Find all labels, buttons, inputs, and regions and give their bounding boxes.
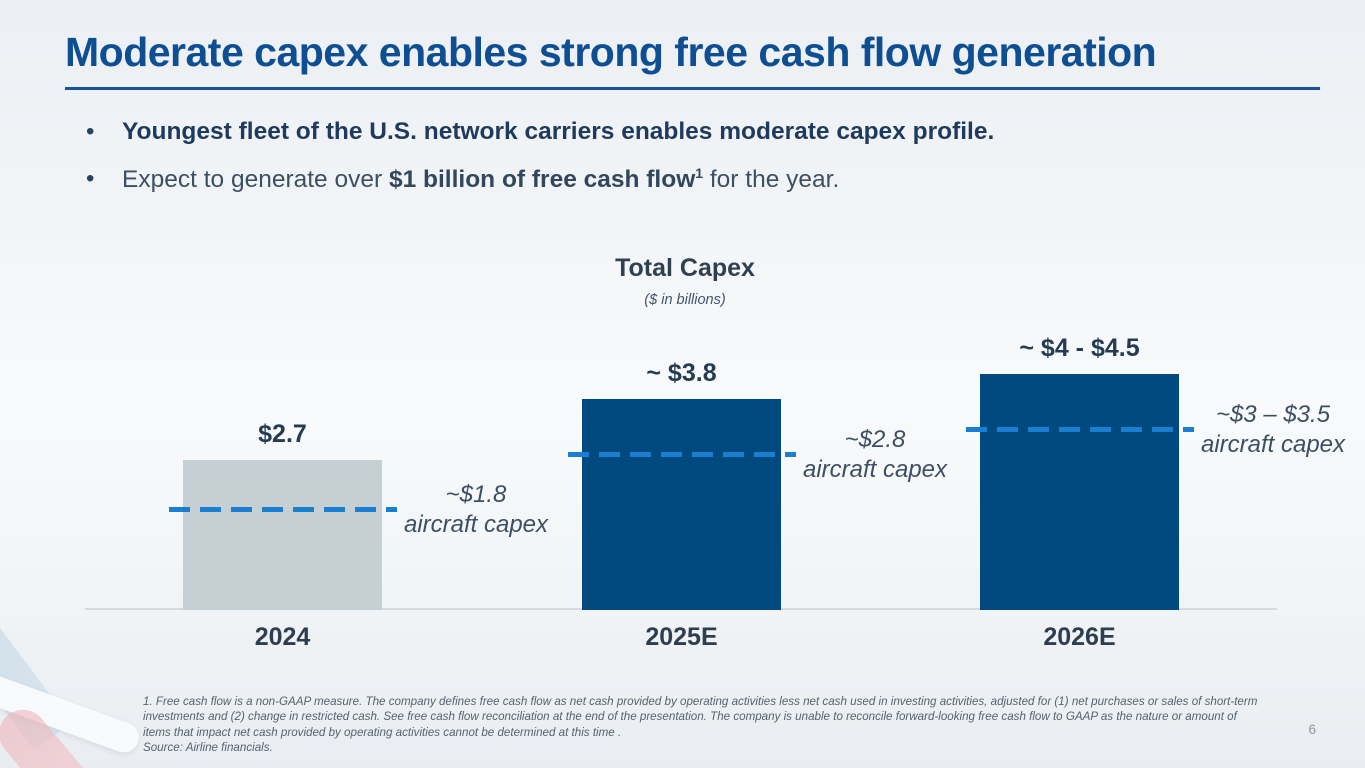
aircraft-capex-annotation: ~$2.8 aircraft capex	[802, 425, 948, 483]
bar-value-label: ~ $4 - $4.5	[1019, 334, 1140, 363]
bar-group-2026e: ~ $4 - $4.5 ~$3 – $3.5 aircraft capex 20…	[966, 248, 1345, 651]
category-label: 2026E	[1043, 623, 1116, 651]
category-label: 2024	[254, 623, 311, 651]
chart-subtitle: ($ in billions)	[644, 292, 726, 308]
bar-2026e	[980, 374, 1179, 610]
bar-group-2025e: ~ $3.8 ~$2.8 aircraft capex 2025E	[568, 248, 947, 651]
aircraft-capex-dash-line	[966, 426, 1194, 432]
aircraft-capex-dash-line	[568, 451, 796, 457]
aircraft-capex-annotation: ~$1.8 aircraft capex	[403, 481, 549, 539]
bar-group-2024: $2.7 ~$1.8 aircraft capex 2024	[169, 248, 548, 651]
bullet-item-fleet: Youngest fleet of the U.S. network carri…	[86, 118, 1286, 146]
footnote-marker: 1	[695, 165, 704, 182]
chart-title: Total Capex	[615, 254, 755, 282]
aircraft-capex-dash-line	[169, 507, 397, 513]
page-number: 6	[1308, 722, 1316, 737]
bar-value-label: ~ $3.8	[646, 359, 717, 388]
bullet-list: Youngest fleet of the U.S. network carri…	[86, 118, 1286, 214]
category-label: 2025E	[645, 623, 718, 651]
footnote-text: 1. Free cash flow is a non-GAAP measure.…	[143, 695, 1258, 739]
total-capex-bar-chart: Total Capex ($ in billions) $2.7 ~$1.8 a…	[85, 248, 1345, 651]
bar-2025e	[582, 399, 781, 610]
source-text: Source: Airline financials.	[143, 741, 273, 755]
slide-title: Moderate capex enables strong free cash …	[65, 29, 1320, 91]
bar-2024	[183, 460, 382, 610]
bar-value-label: $2.7	[258, 420, 307, 449]
bullet-text: Youngest fleet of the U.S. network carri…	[122, 118, 995, 145]
bullet-item-fcf: Expect to generate over $1 billion of fr…	[86, 165, 1286, 194]
bullet-text: Expect to generate over $1 billion of fr…	[122, 165, 840, 194]
aircraft-capex-annotation: ~$3 – $3.5 aircraft capex	[1200, 400, 1346, 458]
footnote-block: 1. Free cash flow is a non-GAAP measure.…	[143, 694, 1263, 756]
